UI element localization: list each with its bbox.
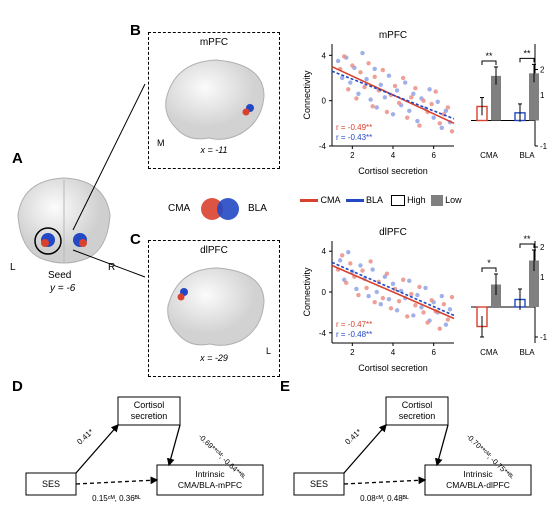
bars-mpfc: -1 1 2 ** CMA ** BLA (465, 28, 554, 178)
svg-text:6: 6 (431, 348, 436, 357)
mpfc-brain (154, 50, 274, 145)
svg-text:*: * (487, 258, 491, 268)
svg-text:secretion: secretion (131, 411, 168, 421)
bars-dlpfc: -1 1 2 * CMA ** BLA (465, 225, 554, 377)
line-legend: CMA BLA High Low (300, 195, 462, 206)
mpfc-title: mPFC (149, 37, 279, 48)
svg-text:4: 4 (322, 247, 327, 256)
label-B: B (130, 22, 141, 39)
svg-text:CMA: CMA (480, 151, 498, 160)
mpfc-M: M (157, 138, 165, 148)
seed-L: L (10, 262, 16, 273)
scatter-mpfc: -4 0 4 2 4 6 mPFC r = -0.49**r = -0.43** Cortiso… (300, 28, 460, 178)
mpfc-coord: x = -11 (149, 145, 279, 155)
mediation-E: Cortisolsecretion SES IntrinsicCMA/BLA-dlP… (290, 395, 535, 510)
legend-line-cma: CMA (321, 195, 341, 205)
svg-text:**: ** (523, 48, 531, 58)
svg-text:secretion: secretion (399, 411, 436, 421)
label-E: E (280, 378, 290, 395)
svg-text:BLA: BLA (519, 151, 535, 160)
svg-text:**: ** (523, 234, 531, 244)
svg-text:CMA: CMA (480, 348, 498, 357)
svg-text:0.41*: 0.41* (343, 427, 363, 446)
panel-B-box: mPFC M x = -11 (148, 32, 280, 169)
svg-text:dlPFC: dlPFC (379, 227, 407, 238)
svg-text:2: 2 (350, 151, 355, 160)
svg-text:-4: -4 (319, 329, 327, 338)
svg-text:2: 2 (350, 348, 355, 357)
figure: A B C D E L R Seed y = -6 CMA BLA (0, 0, 554, 519)
svg-text:6: 6 (431, 151, 436, 160)
svg-text:mPFC: mPFC (379, 30, 407, 41)
legend-cma: CMA (168, 203, 190, 214)
legend-high: High (407, 195, 426, 205)
svg-text:Intrinsic: Intrinsic (195, 469, 225, 479)
svg-text:Intrinsic: Intrinsic (463, 469, 493, 479)
svg-text:CMA/BLA-dlPFC: CMA/BLA-dlPFC (446, 480, 510, 490)
label-D: D (12, 378, 23, 395)
svg-text:r = -0.48**: r = -0.48** (336, 330, 372, 339)
dlpfc-brain (154, 258, 274, 353)
svg-text:0.15ᶜᴹ, 0.36ᴮᴸ: 0.15ᶜᴹ, 0.36ᴮᴸ (92, 494, 141, 503)
legend-line-bla: BLA (366, 195, 383, 205)
svg-text:4: 4 (391, 348, 396, 357)
svg-text:4: 4 (391, 151, 396, 160)
svg-text:r = -0.43**: r = -0.43** (336, 133, 372, 142)
svg-text:**: ** (485, 51, 493, 61)
group-legend: CMA BLA (160, 195, 280, 228)
svg-text:-1: -1 (540, 333, 548, 342)
scatter-dlpfc: -4 0 4 2 4 6 dlPFC r = -0.47**r = -0.48** Cortis… (300, 225, 460, 377)
legend-low: Low (445, 195, 462, 205)
svg-text:BLA: BLA (519, 348, 535, 357)
seed-coord: y = -6 (50, 283, 75, 294)
svg-text:-1: -1 (540, 142, 548, 151)
svg-text:Connectivity: Connectivity (302, 267, 312, 317)
dlpfc-L: L (266, 346, 271, 356)
svg-text:Cortisol: Cortisol (134, 400, 165, 410)
svg-text:0.41*: 0.41* (75, 427, 95, 446)
svg-text:Cortisol secretion: Cortisol secretion (358, 166, 428, 176)
svg-text:0: 0 (322, 288, 327, 297)
svg-text:r = -0.47**: r = -0.47** (336, 320, 372, 329)
svg-text:2: 2 (540, 66, 545, 75)
svg-text:0: 0 (322, 97, 327, 106)
svg-text:2: 2 (540, 243, 545, 252)
svg-text:r = -0.49**: r = -0.49** (336, 123, 372, 132)
svg-text:Connectivity: Connectivity (302, 70, 312, 120)
svg-text:SES: SES (42, 479, 60, 489)
svg-text:SES: SES (310, 479, 328, 489)
svg-text:1: 1 (540, 91, 545, 100)
panel-C-box: dlPFC L x = -29 (148, 240, 280, 377)
svg-text:Cortisol secretion: Cortisol secretion (358, 363, 428, 373)
svg-text:Cortisol: Cortisol (402, 400, 433, 410)
label-A: A (12, 150, 23, 167)
legend-bla: BLA (248, 203, 267, 214)
svg-text:4: 4 (322, 51, 327, 60)
connector-lines (55, 72, 150, 282)
svg-text:1: 1 (540, 273, 545, 282)
svg-text:0.08ᶜᴹ, 0.48ᴮᴸ: 0.08ᶜᴹ, 0.48ᴮᴸ (360, 494, 409, 503)
svg-text:CMA/BLA-mPFC: CMA/BLA-mPFC (178, 480, 242, 490)
mediation-D: Cortisolsecretion SES IntrinsicCMA/BLA-mPF… (22, 395, 267, 510)
dlpfc-title: dlPFC (149, 245, 279, 256)
dlpfc-coord: x = -29 (149, 353, 279, 363)
svg-text:-4: -4 (319, 142, 327, 151)
